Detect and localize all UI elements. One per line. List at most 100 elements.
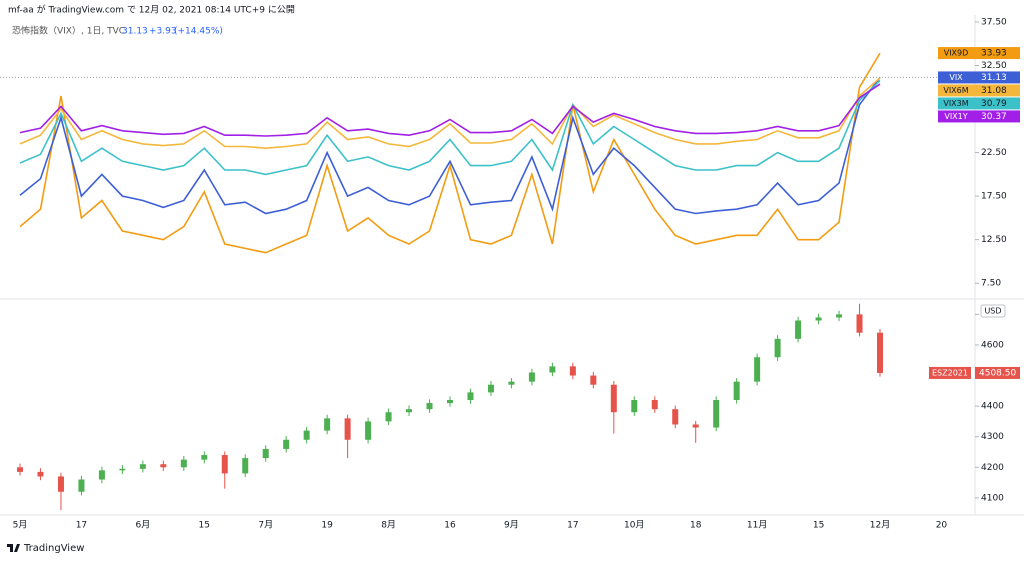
candle-body <box>836 314 843 318</box>
x-tick-label: 18 <box>690 521 702 531</box>
y-tick-label: 4300 <box>981 432 1004 442</box>
series-name-box <box>938 71 975 84</box>
candle-body <box>57 476 64 492</box>
y-tick-label: 4200 <box>981 463 1004 473</box>
y-tick-label: 7.50 <box>981 279 1001 289</box>
last-price: 4508.50 <box>979 368 1016 378</box>
y-tick-label: 32.50 <box>981 61 1007 71</box>
last-value: 30.37 <box>981 112 1007 122</box>
candle-body <box>508 381 515 385</box>
x-tick-label: 20 <box>936 521 948 531</box>
legend-last: 31.13 <box>122 27 148 37</box>
last-value-box <box>975 47 1020 60</box>
y-tick-label: 4400 <box>981 402 1004 412</box>
candle-body <box>877 332 883 373</box>
x-tick-label: 8月 <box>381 520 396 531</box>
candle-body <box>221 455 228 474</box>
last-value-box <box>975 97 1020 110</box>
candle-body <box>467 392 474 401</box>
candle-body <box>631 400 638 413</box>
candle-body <box>262 448 269 459</box>
x-tick-label: 17 <box>567 521 578 531</box>
last-value: 31.08 <box>981 86 1007 96</box>
candle-body <box>590 375 597 385</box>
candle-body <box>754 357 761 382</box>
candle-body <box>303 430 310 440</box>
last-value: 30.79 <box>981 99 1007 109</box>
candle-body <box>795 320 802 339</box>
candle-body <box>733 381 740 401</box>
series-name-box <box>938 97 975 110</box>
candle-body <box>119 468 126 471</box>
candle-body <box>692 424 699 428</box>
x-tick-label: 11月 <box>747 520 767 531</box>
y-tick-label: 4100 <box>981 493 1004 503</box>
last-value-box <box>975 84 1020 97</box>
x-tick-label: 9月 <box>504 520 519 531</box>
symbol-box <box>929 366 971 379</box>
series-name-box <box>938 110 975 123</box>
x-tick-label: 10月 <box>624 520 644 531</box>
series-name: VIX9D <box>944 49 969 58</box>
last-value-box <box>975 71 1020 84</box>
y-tick-label: 12.50 <box>981 235 1007 245</box>
x-tick-label: 17 <box>76 521 87 531</box>
candle-body <box>385 412 392 422</box>
candle-body <box>201 455 208 460</box>
y-tick-label: 22.50 <box>981 148 1007 158</box>
publish-header: mf-aa が TradingView.com で 12月 02, 2021 0… <box>8 4 295 16</box>
y-tick-label: 17.50 <box>981 192 1007 202</box>
candle-body <box>365 421 372 440</box>
candle-body <box>713 400 720 428</box>
legend-title: 恐怖指数（VIX）, 1日, TVC <box>12 25 125 37</box>
legend-change-pct: (+14.45%) <box>174 27 223 37</box>
series-name-box <box>938 84 975 97</box>
candle-body <box>37 471 44 477</box>
candle-body <box>283 439 290 449</box>
candle-body <box>139 464 146 469</box>
x-tick-label: 5月 <box>13 520 28 531</box>
candle-body <box>815 317 822 321</box>
candle-body <box>406 409 413 413</box>
series-line <box>19 76 881 215</box>
series-name: VIX3M <box>943 99 968 108</box>
currency: USD <box>984 307 1001 316</box>
candle-body <box>17 467 23 472</box>
last-value: 33.93 <box>981 49 1007 59</box>
x-tick-label: 12月 <box>870 520 890 531</box>
candle-body <box>856 314 863 333</box>
candle-body <box>569 366 576 376</box>
currency-box <box>980 304 1006 318</box>
y-tick-label: 4600 <box>981 340 1004 350</box>
x-tick-label: 6月 <box>135 520 150 531</box>
candle-body <box>426 403 433 410</box>
series-line <box>19 79 881 176</box>
candle-body <box>672 409 679 425</box>
candle-body <box>487 384 494 393</box>
candle-body <box>447 400 453 404</box>
series-line <box>19 52 881 254</box>
candle-body <box>774 338 781 358</box>
x-tick-label: 15 <box>199 521 210 531</box>
last-value: 31.13 <box>981 73 1007 83</box>
x-tick-label: 16 <box>444 521 456 531</box>
footer-brand: TradingView <box>23 543 84 554</box>
candle-body <box>549 366 556 373</box>
candle-body <box>242 458 249 474</box>
candle-body <box>610 384 617 413</box>
y-tick-label: 37.50 <box>981 17 1007 27</box>
last-value-box <box>975 110 1020 123</box>
last-price-box <box>975 366 1020 379</box>
candle-body <box>160 464 167 468</box>
candle-body <box>344 418 351 440</box>
series-name: VIX6M <box>943 86 968 95</box>
candle-body <box>528 372 535 382</box>
x-tick-label: 19 <box>321 521 333 531</box>
candle-body <box>98 470 105 480</box>
series-line <box>19 77 881 150</box>
x-tick-label: 7月 <box>258 520 273 531</box>
series-name-box <box>938 47 975 60</box>
series-name: VIX <box>949 73 963 82</box>
